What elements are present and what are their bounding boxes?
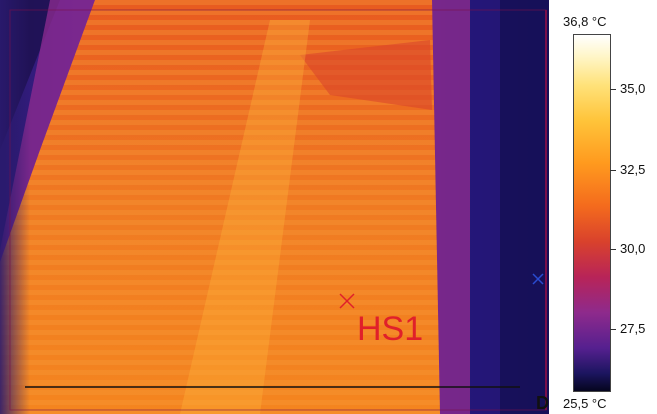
color-gradient-bar — [573, 34, 611, 392]
crosshair-x-icon[interactable] — [338, 292, 356, 310]
scale-max-label: 36,8 °C — [563, 14, 607, 29]
scale-tick-label: 30,0 — [620, 241, 646, 256]
scale-tick — [610, 170, 616, 171]
scale-tick — [610, 329, 616, 330]
color-scale: 36,8 °C 35,0 32,5 30,0 27,5 25,5 °C — [549, 0, 657, 414]
thermal-heatmap — [0, 0, 549, 414]
scale-tick-label: 32,5 — [620, 162, 646, 177]
scale-min-label: 25,5 °C — [563, 396, 607, 411]
image-border-line — [545, 10, 547, 410]
scale-tick — [610, 249, 616, 250]
scale-tick-label: 27,5 — [620, 321, 646, 336]
thermal-image — [0, 0, 549, 414]
hotspot-label[interactable]: HS1 — [357, 310, 424, 348]
x-mark-icon[interactable] — [531, 272, 545, 286]
scale-tick-label: 35,0 — [620, 81, 646, 96]
scale-tick — [610, 89, 616, 90]
corner-marker: D — [536, 393, 549, 413]
